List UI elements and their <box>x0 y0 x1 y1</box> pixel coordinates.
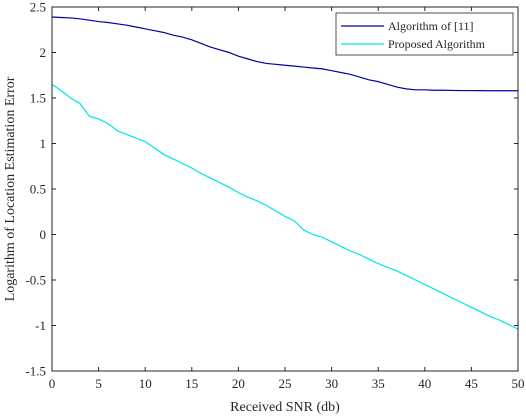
x-tick-label: 10 <box>139 376 152 391</box>
x-tick-label: 50 <box>512 376 525 391</box>
x-tick-label: 25 <box>279 376 292 391</box>
y-tick-label: -1 <box>35 318 46 333</box>
y-tick-label: 2.5 <box>30 0 46 15</box>
y-tick-label: 1 <box>40 136 47 151</box>
y-axis-ticks: -1.5 -1 -0.5 0 0.5 1 1.5 2 2.5 <box>25 0 518 379</box>
plot-area <box>52 7 518 371</box>
x-tick-label: 40 <box>418 376 431 391</box>
x-tick-label: 30 <box>325 376 338 391</box>
y-tick-label: 0 <box>40 227 47 242</box>
legend-label-proposed-algorithm: Proposed Algorithm <box>388 37 486 51</box>
series-line-algorithm-11 <box>51 16 518 92</box>
x-axis-label: Received SNR (db) <box>230 400 340 415</box>
legend-box <box>335 12 514 56</box>
y-tick-label: 0.5 <box>30 182 46 197</box>
x-tick-label: 35 <box>372 376 385 391</box>
series-layer <box>51 16 519 330</box>
y-tick-label: -1.5 <box>25 364 46 379</box>
y-tick-label: 1.5 <box>30 91 46 106</box>
x-tick-label: 0 <box>49 376 56 391</box>
x-tick-label: 20 <box>232 376 245 391</box>
x-tick-label: 45 <box>465 376 478 391</box>
y-tick-label: 2 <box>40 45 47 60</box>
x-axis-ticks: 0 5 10 15 20 25 30 35 40 45 50 <box>49 7 525 391</box>
series-line-proposed-algorithm <box>51 83 519 330</box>
legend: Algorithm of [11] Proposed Algorithm <box>335 12 514 56</box>
x-tick-label: 15 <box>185 376 198 391</box>
legend-label-algorithm-11: Algorithm of [11] <box>388 19 474 33</box>
y-tick-label: -0.5 <box>25 273 46 288</box>
x-tick-label: 5 <box>95 376 102 391</box>
y-axis-label: Logarithm of Location Estimation Error <box>3 76 18 301</box>
